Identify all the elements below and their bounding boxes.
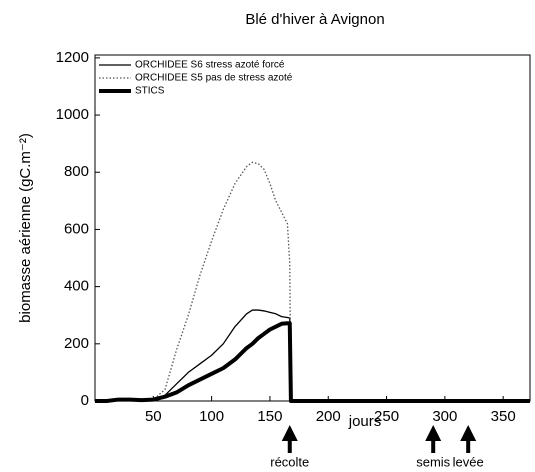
y-tick-label: 400 bbox=[64, 278, 89, 295]
annotation-arrow bbox=[425, 425, 442, 453]
series-line bbox=[95, 309, 530, 402]
x-tick-label: 300 bbox=[432, 408, 457, 425]
annotation-label: semis bbox=[416, 454, 450, 469]
x-tick-label: 350 bbox=[491, 408, 516, 425]
y-axis-label: biomasse aérienne (gC.m⁻²) bbox=[17, 133, 34, 323]
x-tick-label: 250 bbox=[374, 408, 399, 425]
plot-frame bbox=[94, 54, 531, 402]
y-tick-label: 200 bbox=[64, 335, 89, 352]
annotation-arrow bbox=[460, 425, 477, 453]
legend-label: STICS bbox=[135, 86, 165, 97]
x-tick-label: 100 bbox=[199, 408, 224, 425]
series-line bbox=[95, 161, 530, 402]
y-tick-label: 0 bbox=[81, 392, 89, 409]
y-tick-label: 1000 bbox=[56, 106, 89, 123]
y-tick-label: 600 bbox=[64, 220, 89, 237]
x-tick-label: 200 bbox=[316, 408, 341, 425]
annotation-label: levée bbox=[453, 454, 484, 469]
chart-title: Blé d'hiver à Avignon bbox=[245, 11, 384, 28]
annotation-arrow bbox=[281, 425, 298, 453]
x-tick-label: 150 bbox=[257, 408, 282, 425]
y-tick-label: 1200 bbox=[56, 49, 89, 66]
legend-label: ORCHIDEE S5 pas de stress azoté bbox=[135, 73, 293, 84]
annotation-label: récolte bbox=[270, 454, 309, 469]
x-axis-label: jours bbox=[348, 413, 382, 430]
series-line bbox=[95, 321, 530, 403]
y-tick-label: 800 bbox=[64, 163, 89, 180]
x-tick-label: 50 bbox=[145, 408, 162, 425]
legend-label: ORCHIDEE S6 stress azoté forcé bbox=[135, 60, 285, 71]
